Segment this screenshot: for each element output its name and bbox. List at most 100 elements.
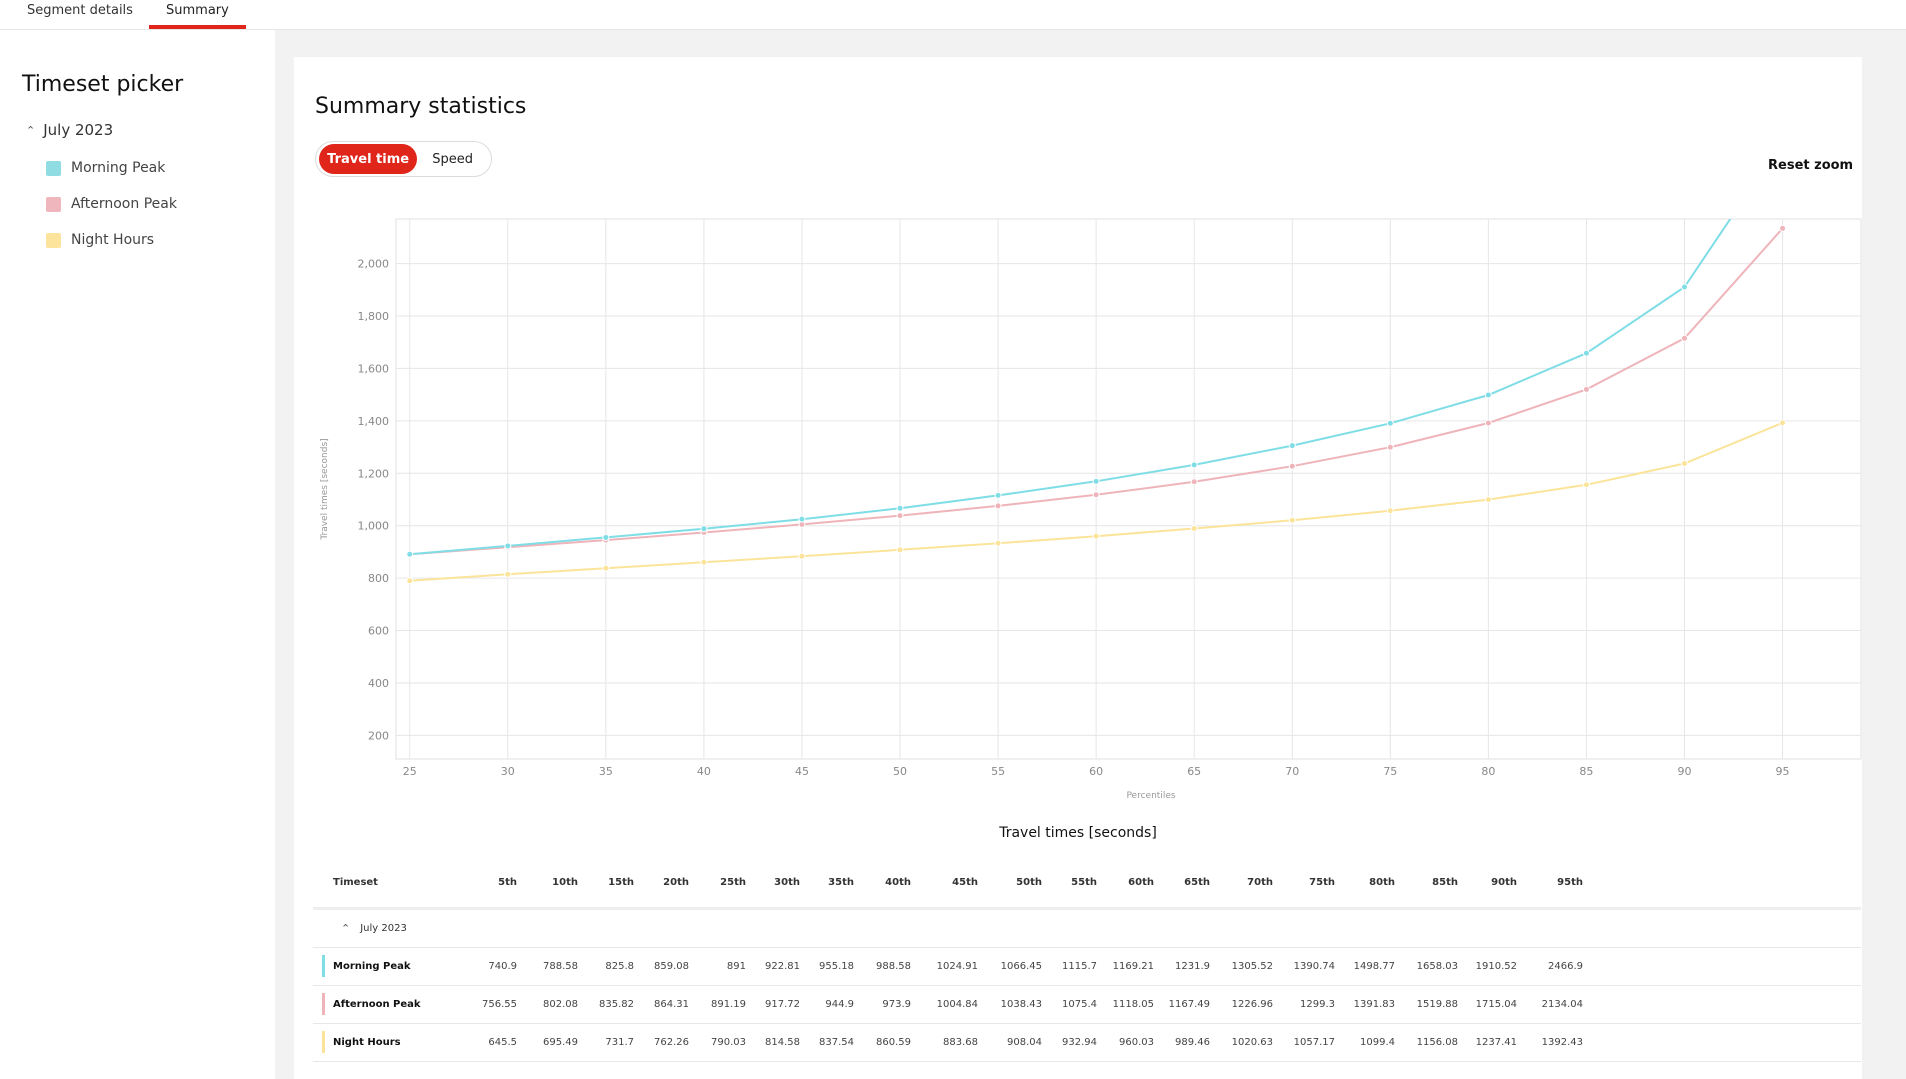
table-cell: 859.08 xyxy=(654,961,689,972)
data-point[interactable] xyxy=(1780,138,1786,144)
chevron-up-icon: ⌃ xyxy=(26,123,36,137)
table-cell: 1038.43 xyxy=(1000,999,1042,1010)
tab-segment-details[interactable]: Segment details xyxy=(27,0,133,29)
top-tab-bar: Segment details Summary xyxy=(0,0,1906,30)
table-cell: 790.03 xyxy=(711,1037,746,1048)
timeset-group-toggle[interactable]: ⌃ July 2023 xyxy=(26,121,113,139)
x-tick-label: 50 xyxy=(893,765,907,778)
table-cell: 908.04 xyxy=(1007,1037,1042,1048)
data-point[interactable] xyxy=(1386,443,1394,451)
data-point[interactable] xyxy=(1190,461,1198,469)
data-point[interactable] xyxy=(1484,391,1492,399)
data-point[interactable] xyxy=(1484,496,1492,504)
table-cell: 837.54 xyxy=(819,1037,854,1048)
data-point[interactable] xyxy=(896,512,904,520)
speed-toggle-button[interactable]: Speed xyxy=(432,151,473,167)
table-cell: 1169.21 xyxy=(1112,961,1154,972)
table-cell: 1237.41 xyxy=(1475,1037,1517,1048)
percentile-column-header: 20th xyxy=(663,877,689,888)
x-tick-label: 35 xyxy=(599,765,613,778)
timeset-item-label: Afternoon Peak xyxy=(71,196,177,212)
data-point[interactable] xyxy=(798,515,806,523)
table-cell: 989.46 xyxy=(1175,1037,1210,1048)
data-point[interactable] xyxy=(1190,478,1198,486)
data-point[interactable] xyxy=(700,525,708,533)
table-cell: 922.81 xyxy=(765,961,800,972)
y-tick-label: 1,600 xyxy=(358,362,390,375)
timeset-name-cell: Night Hours xyxy=(333,1037,401,1048)
data-point[interactable] xyxy=(1680,283,1688,291)
table-cell: 932.94 xyxy=(1062,1037,1097,1048)
chart-series xyxy=(406,138,1787,585)
table-row: Night Hours 645.5 695.49 731.7 762.26 790.03 8… xyxy=(313,1024,1861,1062)
timeset-item-night-hours[interactable]: Night Hours xyxy=(46,232,154,248)
data-point[interactable] xyxy=(1582,385,1590,393)
travel-time-toggle-button[interactable]: Travel time xyxy=(319,144,418,174)
data-point[interactable] xyxy=(1386,419,1394,427)
data-point[interactable] xyxy=(1092,491,1100,499)
table-cell: 955.18 xyxy=(819,961,854,972)
data-point[interactable] xyxy=(896,546,904,554)
data-point[interactable] xyxy=(994,502,1002,510)
data-point[interactable] xyxy=(1484,419,1492,427)
data-point[interactable] xyxy=(1092,477,1100,485)
data-point[interactable] xyxy=(1680,334,1688,342)
data-point[interactable] xyxy=(1582,481,1590,489)
y-tick-label: 2,000 xyxy=(358,258,390,271)
table-cell: 973.9 xyxy=(882,999,911,1010)
data-point[interactable] xyxy=(504,542,512,550)
percentile-column-header: 50th xyxy=(1016,877,1042,888)
table-row: Afternoon Peak 756.55 802.08 835.82 864.31 89… xyxy=(313,986,1861,1024)
data-point[interactable] xyxy=(1190,524,1198,532)
travel-time-chart[interactable]: 200 400 600 800 1,000 1,200 1,400 1,600 1,800 2,0… xyxy=(294,57,1862,817)
active-tab-indicator xyxy=(149,25,246,29)
data-point[interactable] xyxy=(406,577,414,585)
chart-grid xyxy=(396,219,1861,759)
data-point[interactable] xyxy=(602,564,610,572)
data-point[interactable] xyxy=(1582,349,1590,357)
data-point[interactable] xyxy=(1779,419,1787,427)
table-cell: 788.58 xyxy=(543,961,578,972)
data-point[interactable] xyxy=(1288,462,1296,470)
table-cell: 1390.74 xyxy=(1293,961,1335,972)
percentile-column-header: 35th xyxy=(828,877,854,888)
data-point[interactable] xyxy=(602,533,610,541)
data-point[interactable] xyxy=(1779,224,1787,232)
y-tick-label: 600 xyxy=(368,625,389,638)
timeset-item-afternoon-peak[interactable]: Afternoon Peak xyxy=(46,196,177,212)
chevron-up-icon: ⌃ xyxy=(341,922,351,935)
data-point[interactable] xyxy=(1386,507,1394,515)
tab-summary[interactable]: Summary xyxy=(149,0,246,29)
table-cell: 1392.43 xyxy=(1541,1037,1583,1048)
timeset-group-label: July 2023 xyxy=(43,121,114,139)
data-point[interactable] xyxy=(896,504,904,512)
data-point[interactable] xyxy=(504,570,512,578)
table-cell: 1024.91 xyxy=(936,961,978,972)
table-cell: 1057.17 xyxy=(1293,1037,1335,1048)
data-point[interactable] xyxy=(406,550,414,558)
data-point[interactable] xyxy=(994,491,1002,499)
table-cell: 988.58 xyxy=(876,961,911,972)
data-point[interactable] xyxy=(700,558,708,566)
percentile-column-header: 95th xyxy=(1557,877,1583,888)
y-axis-ticks: 200 400 600 800 1,000 1,200 1,400 1,600 1,800 2,0… xyxy=(358,258,390,743)
reset-zoom-button[interactable]: Reset zoom xyxy=(1768,158,1854,173)
data-point[interactable] xyxy=(994,539,1002,547)
table-cell: 1305.52 xyxy=(1231,961,1273,972)
summary-card: Summary statistics Travel time Speed Res… xyxy=(294,57,1862,1079)
percentile-column-header: 80th xyxy=(1369,877,1395,888)
data-point[interactable] xyxy=(1288,442,1296,450)
table-group-toggle[interactable]: ⌃ July 2023 xyxy=(341,922,407,935)
table-cell: 883.68 xyxy=(943,1037,978,1048)
page-title: Summary statistics xyxy=(315,94,527,119)
percentile-column-header: 25th xyxy=(720,877,746,888)
table-cell: 960.03 xyxy=(1119,1037,1154,1048)
data-point[interactable] xyxy=(1680,459,1688,467)
data-point[interactable] xyxy=(1092,532,1100,540)
y-tick-label: 800 xyxy=(368,572,389,585)
x-tick-label: 40 xyxy=(697,765,711,778)
data-point[interactable] xyxy=(1288,516,1296,524)
data-point[interactable] xyxy=(798,552,806,560)
timeset-item-morning-peak[interactable]: Morning Peak xyxy=(46,160,165,176)
x-tick-label: 55 xyxy=(991,765,1005,778)
